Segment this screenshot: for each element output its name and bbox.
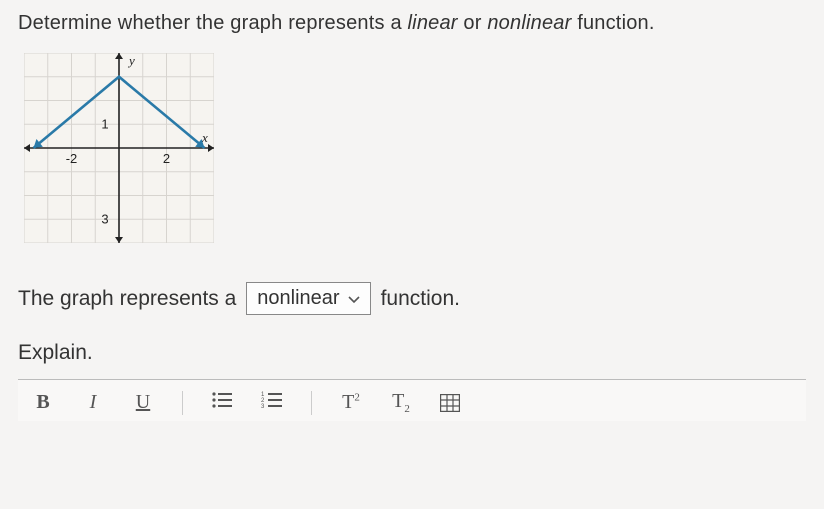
- bullet-list-button[interactable]: [211, 391, 233, 415]
- answer-selected-value: nonlinear: [257, 287, 339, 310]
- question-word-nonlinear: nonlinear: [487, 12, 571, 34]
- question-mid: or: [458, 12, 488, 34]
- question-text: Determine whether the graph represents a…: [18, 12, 806, 35]
- subscript-button[interactable]: T2: [390, 390, 412, 415]
- editor-toolbar: B I U 1 2 3 T2 T2: [18, 379, 806, 421]
- bold-button[interactable]: B: [32, 391, 54, 414]
- svg-text:3: 3: [261, 404, 265, 409]
- superscript-exp: 2: [354, 391, 360, 403]
- svg-text:y: y: [127, 53, 135, 68]
- subscript-exp: 2: [404, 403, 410, 415]
- answer-prefix: The graph represents a: [18, 287, 236, 311]
- insert-table-button[interactable]: [440, 394, 462, 412]
- coordinate-graph: -2213yx: [24, 53, 214, 243]
- toolbar-separator: [182, 391, 183, 415]
- question-word-linear: linear: [408, 12, 458, 34]
- svg-text:2: 2: [163, 151, 170, 166]
- chevron-down-icon: [348, 287, 360, 310]
- answer-suffix: function.: [381, 287, 460, 311]
- toolbar-separator: [311, 391, 312, 415]
- underline-button[interactable]: U: [132, 391, 154, 414]
- graph-figure: -2213yx: [24, 53, 806, 248]
- subscript-base: T: [392, 390, 404, 412]
- italic-button[interactable]: I: [82, 391, 104, 414]
- svg-text:-2: -2: [66, 151, 78, 166]
- question-prefix: Determine whether the graph represents a: [18, 12, 408, 34]
- svg-text:3: 3: [101, 211, 108, 226]
- answer-dropdown[interactable]: nonlinear: [246, 282, 370, 315]
- question-suffix: function.: [571, 12, 654, 34]
- superscript-button[interactable]: T2: [340, 391, 362, 414]
- numbered-list-button[interactable]: 1 2 3: [261, 391, 283, 415]
- explain-label: Explain.: [18, 341, 806, 365]
- svg-text:1: 1: [101, 116, 108, 131]
- superscript-base: T: [342, 391, 354, 413]
- answer-sentence: The graph represents a nonlinear functio…: [18, 282, 806, 315]
